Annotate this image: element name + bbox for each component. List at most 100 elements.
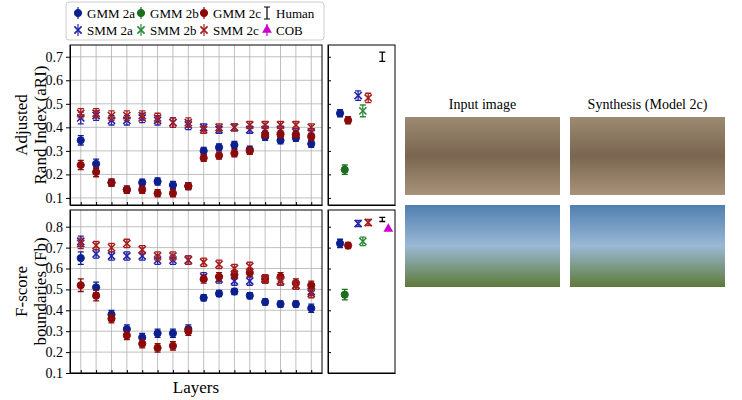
legend-label: GMM 2c [213,6,261,21]
marker [308,124,315,131]
error-bar [293,121,299,128]
error-bar [262,275,268,283]
error-bar [262,275,268,283]
error-bar [93,167,99,176]
marker [200,154,207,161]
point [154,329,161,337]
point [246,121,253,128]
marker [154,252,161,259]
error-bar [337,110,343,117]
marker [262,275,269,282]
series [77,252,315,342]
legend-label: COB [276,23,303,38]
point [154,344,161,352]
points [336,217,393,300]
grid-line [96,45,97,205]
marker [355,92,362,99]
images: Input imageSynthesis (Model 2c) [405,97,725,287]
grid-line [70,103,322,104]
series [77,238,315,298]
error-bar [170,342,176,350]
point [154,190,161,197]
grid-line [70,174,322,175]
error-bar [201,295,207,301]
error-bar [201,147,207,154]
error-bar [108,314,114,322]
panel: 0.10.20.30.40.50.60.7AdjustedRand Index … [12,45,323,206]
image [405,117,560,195]
marker [77,161,84,168]
marker [139,179,146,186]
error-bar [78,160,84,169]
point [169,252,176,260]
tick-mark [66,80,70,81]
error-bar [293,301,299,307]
point [169,190,176,197]
grid-line [126,210,127,373]
marker [336,110,343,117]
y-axis-title: F-score [12,266,31,317]
series [355,220,362,227]
marker [137,9,144,16]
marker [154,190,161,197]
point [277,131,284,138]
marker [169,342,176,349]
point [345,242,352,249]
error-bar [262,121,268,128]
point [139,111,146,120]
point [246,262,253,270]
marker [200,275,207,282]
marker [108,179,115,186]
points [336,52,385,174]
point [277,121,284,128]
marker [77,110,84,117]
grid-line [70,289,322,290]
error-bar [278,121,284,128]
tick-mark [66,331,70,332]
point [365,219,372,226]
marker [185,257,192,264]
grid-line [203,210,204,373]
marker [345,242,352,249]
error-bar [360,105,366,117]
legend: GMM 2aSMM 2aGMM 2bSMM 2bGMM 2cSMM 2cHuma… [66,2,324,40]
legend-box [66,2,324,40]
error-bar [155,190,161,197]
marker [359,238,366,245]
point [379,217,385,221]
legend-cap [264,7,270,19]
legend-entry: GMM 2c [200,6,261,21]
marker [262,24,272,32]
tick-mark [66,269,70,270]
marker [292,121,299,128]
grid-line [70,197,322,198]
error-bar [78,279,84,292]
marker [185,183,192,190]
error-bar [108,243,114,251]
point [200,258,207,266]
grid-line [249,210,250,373]
marker [345,117,352,124]
marker [185,183,192,190]
point [231,124,238,131]
point [231,141,238,148]
marker [200,26,207,33]
grid-line [188,210,189,373]
point [77,279,84,292]
legend-entry: SMM 2c [200,23,259,38]
error-bar [139,340,145,348]
grid-line [295,210,296,373]
series [355,91,362,100]
marker [308,290,315,297]
point [215,152,222,159]
marker [262,275,269,282]
point [139,246,146,254]
point [139,179,146,186]
error-bar [308,304,314,312]
series [341,289,348,299]
y-tick: 0.7 [46,50,71,65]
point [262,275,269,283]
point [262,121,269,128]
error-bar [124,331,130,339]
point [108,179,115,186]
